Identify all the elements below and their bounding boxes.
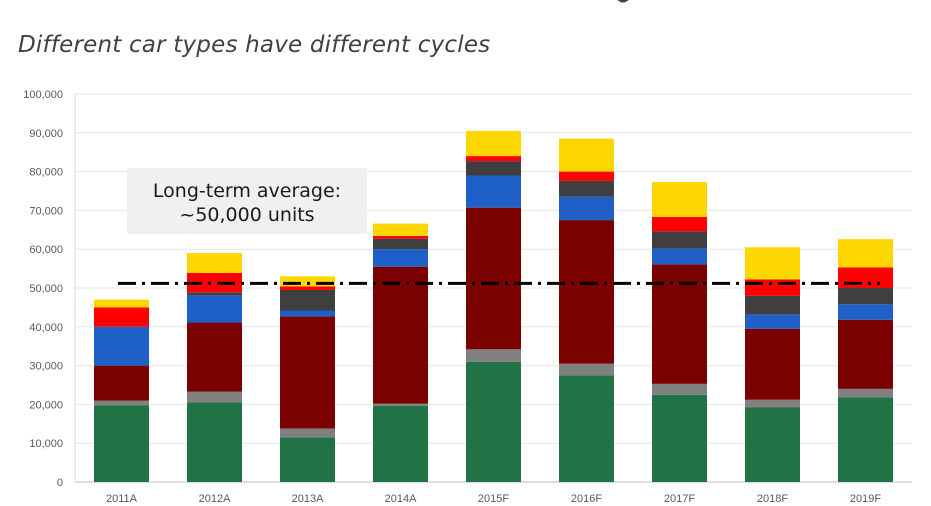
bars [94,130,893,482]
x-axis: 2011A 2012A 2013A 2014A 2015F 2016F 2017F 2018F… [106,493,881,505]
bar-segment [838,288,893,305]
bar-segment [652,394,707,482]
bar-segment [652,182,707,217]
bar-segment [373,236,428,239]
bar-segment [280,310,335,317]
x-tick-label: 2017F [664,493,695,505]
bar-segment [280,437,335,482]
annotation-text: ~50,000 units [179,204,314,226]
y-tick-label: 60,000 [29,244,63,256]
y-tick-label: 0 [57,477,63,489]
bar-segment [187,253,242,273]
bar-segment [94,326,149,366]
x-tick-label: 2014A [385,493,417,505]
bar-segment [466,207,521,350]
bar-segment [466,130,521,157]
bar-segment [745,247,800,280]
bar-segment [94,400,149,406]
bar-segment [280,289,335,311]
bar-segment [466,349,521,362]
bar-segment [559,180,614,197]
chart-subtitle: Different car types have different cycle… [18,32,491,58]
bar-segment [187,322,242,392]
bar-segment [745,295,800,315]
bar-segment [373,249,428,267]
bar-segment [745,314,800,329]
annotation-box [127,168,367,234]
bar-segment [373,405,428,482]
bar-segment [838,388,893,398]
bar-segment [652,216,707,232]
bar-segment [466,161,521,176]
x-tick-label: 2016F [571,493,602,505]
y-tick-label: 30,000 [29,361,63,373]
bar-segment [373,266,428,404]
bar-segment [466,156,521,162]
x-tick-label: 2015F [478,493,509,505]
bar-segment [94,365,149,401]
bar-segment [94,307,149,327]
y-tick-label: 90,000 [29,128,63,140]
bar-segment [187,391,242,403]
x-tick-label: 2012A [199,493,231,505]
bar-segment [838,239,893,268]
cropped-title-fragment [545,0,675,8]
y-tick-label: 70,000 [29,205,63,217]
bar-segment [373,238,428,250]
bar-segment [745,328,800,400]
bar-segment [187,402,242,482]
y-axis: 0 10,000 20,000 30,000 40,000 50,000 60,000 70,… [23,89,63,489]
bar-segment [559,220,614,364]
bar-segment [559,375,614,482]
bar-segment [559,138,614,172]
bar-segment [559,171,614,181]
annotation-text: Long-term average: [153,180,341,202]
bar-segment [838,304,893,320]
bar-segment [838,319,893,389]
bar-segment [652,248,707,265]
bar-segment [652,383,707,395]
y-tick-label: 100,000 [23,89,63,101]
bar-segment [745,407,800,482]
bar-segment [838,267,893,288]
x-tick-label: 2018F [757,493,788,505]
bar-segment [280,286,335,290]
x-tick-label: 2013A [292,493,324,505]
bar-segment [373,403,428,406]
bar-segment [838,397,893,482]
bar-segment [652,231,707,249]
bar-segment [280,316,335,429]
bar-segment [94,405,149,482]
x-tick-label: 2019F [850,493,881,505]
y-tick-label: 50,000 [29,283,63,295]
bar-segment [187,295,242,323]
bar-segment [745,399,800,408]
bar-segment [280,276,335,287]
bar-segment [559,363,614,376]
bar-segment [280,428,335,438]
bar-segment [187,292,242,296]
bar-segment [559,196,614,221]
bar-segment [94,299,149,308]
bar-segment [466,361,521,482]
bar-segment [466,175,521,208]
bar-segment [187,272,242,293]
y-tick-label: 10,000 [29,438,63,450]
bar-segment [373,223,428,237]
y-tick-label: 20,000 [29,399,63,411]
x-tick-label: 2011A [106,493,138,505]
annotation: Long-term average:~50,000 units [127,168,367,234]
y-tick-label: 40,000 [29,322,63,334]
y-tick-label: 80,000 [29,167,63,179]
